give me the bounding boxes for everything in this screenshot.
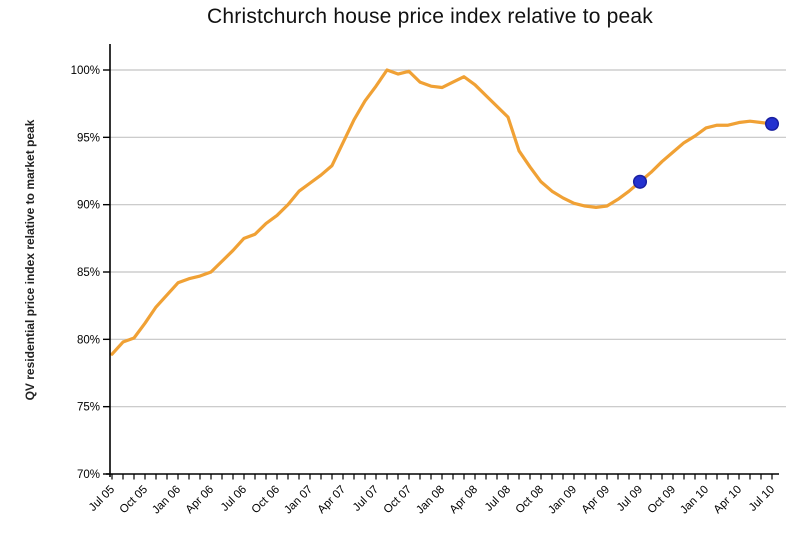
x-tick-label: Jul 06 — [219, 484, 249, 514]
x-tick-label: Oct 08 — [514, 484, 546, 516]
x-tick-label: Apr 06 — [184, 484, 216, 516]
y-tick-label: 100% — [71, 65, 100, 77]
y-tick-label: 85% — [77, 267, 100, 279]
x-tick-label: Oct 09 — [646, 484, 678, 516]
x-tick-label: Jan 08 — [414, 484, 447, 517]
x-tick-label: Jan 07 — [282, 484, 315, 517]
x-tick-label: Apr 08 — [448, 484, 480, 516]
x-tick-label: Oct 06 — [250, 484, 282, 516]
y-tick-label: 90% — [77, 200, 100, 212]
x-tick-label: Oct 07 — [382, 484, 414, 516]
y-tick-label: 75% — [77, 402, 100, 414]
x-tick-label: Jan 09 — [546, 484, 579, 517]
y-tick-label: 70% — [77, 469, 100, 481]
x-tick-label: Oct 05 — [118, 484, 150, 516]
x-tick-label: Jan 06 — [150, 484, 183, 517]
x-tick-label: Jul 08 — [483, 484, 513, 514]
chart-title: Christchurch house price index relative … — [207, 5, 653, 28]
y-tick-label: 80% — [77, 334, 100, 346]
x-tick-label: Jul 09 — [615, 484, 645, 514]
price-index-line — [110, 68, 774, 356]
x-tick-label: Jan 10 — [678, 484, 711, 517]
data-point-marker — [764, 116, 780, 131]
y-tick-label: 95% — [77, 132, 100, 144]
x-tick-label: Jul 10 — [747, 484, 777, 514]
x-tick-label: Jul 05 — [87, 484, 117, 514]
x-tick-label: Apr 09 — [580, 484, 612, 516]
x-tick-label: Apr 10 — [712, 484, 744, 516]
data-point-marker — [632, 174, 648, 189]
x-tick-label: Jul 07 — [351, 484, 381, 514]
x-tick-label: Apr 07 — [316, 484, 348, 516]
